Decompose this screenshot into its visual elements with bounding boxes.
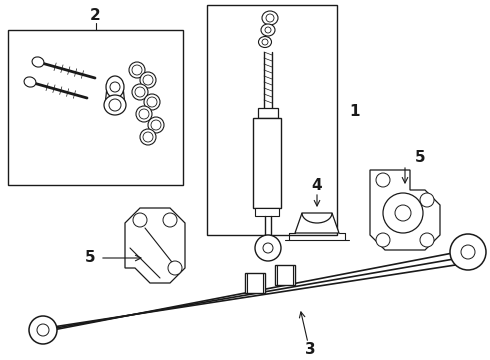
Ellipse shape <box>32 57 44 67</box>
Circle shape <box>450 234 486 270</box>
Circle shape <box>376 173 390 187</box>
Ellipse shape <box>140 72 156 88</box>
Circle shape <box>139 109 149 119</box>
Bar <box>253 118 281 208</box>
Circle shape <box>461 245 475 259</box>
Circle shape <box>151 120 161 130</box>
Ellipse shape <box>24 77 36 87</box>
Ellipse shape <box>132 84 148 100</box>
Circle shape <box>135 87 145 97</box>
Ellipse shape <box>259 36 271 48</box>
Polygon shape <box>370 170 440 250</box>
Circle shape <box>37 324 49 336</box>
Circle shape <box>168 261 182 275</box>
Bar <box>245 273 265 293</box>
Circle shape <box>143 75 153 85</box>
Circle shape <box>255 235 281 261</box>
Bar <box>275 265 295 285</box>
Circle shape <box>133 213 147 227</box>
Ellipse shape <box>144 94 160 110</box>
Ellipse shape <box>262 11 278 25</box>
Text: 5: 5 <box>415 150 425 166</box>
Ellipse shape <box>104 95 126 115</box>
Polygon shape <box>295 213 339 233</box>
Circle shape <box>143 132 153 142</box>
Circle shape <box>420 193 434 207</box>
Circle shape <box>147 97 157 107</box>
Circle shape <box>132 65 142 75</box>
Circle shape <box>376 233 390 247</box>
Ellipse shape <box>148 117 164 133</box>
Circle shape <box>110 82 120 92</box>
Bar <box>258 108 278 118</box>
Bar <box>8 30 183 185</box>
Text: 1: 1 <box>350 104 360 120</box>
Bar <box>207 5 337 235</box>
Circle shape <box>420 233 434 247</box>
Ellipse shape <box>140 129 156 145</box>
Text: 2: 2 <box>90 9 101 23</box>
Circle shape <box>266 14 274 22</box>
Polygon shape <box>125 208 185 283</box>
Circle shape <box>29 316 57 344</box>
Circle shape <box>265 27 271 33</box>
Text: 3: 3 <box>305 342 315 357</box>
Text: 5: 5 <box>85 251 96 266</box>
Circle shape <box>395 205 411 221</box>
Circle shape <box>163 213 177 227</box>
Ellipse shape <box>129 62 145 78</box>
Circle shape <box>263 243 273 253</box>
Ellipse shape <box>136 106 152 122</box>
Circle shape <box>383 193 423 233</box>
Circle shape <box>262 39 268 45</box>
Ellipse shape <box>106 76 124 98</box>
Circle shape <box>109 99 121 111</box>
Bar <box>255 208 279 216</box>
Text: 4: 4 <box>312 177 322 193</box>
Ellipse shape <box>261 24 275 36</box>
